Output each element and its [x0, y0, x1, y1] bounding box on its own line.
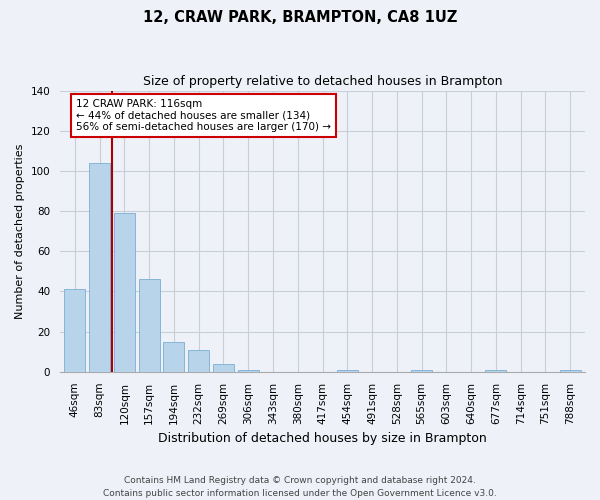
Bar — [188, 350, 209, 372]
Bar — [238, 370, 259, 372]
Bar — [337, 370, 358, 372]
X-axis label: Distribution of detached houses by size in Brampton: Distribution of detached houses by size … — [158, 432, 487, 445]
Bar — [560, 370, 581, 372]
Y-axis label: Number of detached properties: Number of detached properties — [15, 144, 25, 319]
Bar — [139, 280, 160, 372]
Bar — [485, 370, 506, 372]
Title: Size of property relative to detached houses in Brampton: Size of property relative to detached ho… — [143, 75, 502, 88]
Bar — [89, 163, 110, 372]
Text: 12 CRAW PARK: 116sqm
← 44% of detached houses are smaller (134)
56% of semi-deta: 12 CRAW PARK: 116sqm ← 44% of detached h… — [76, 99, 331, 132]
Text: 12, CRAW PARK, BRAMPTON, CA8 1UZ: 12, CRAW PARK, BRAMPTON, CA8 1UZ — [143, 10, 457, 25]
Bar — [64, 290, 85, 372]
Bar — [213, 364, 234, 372]
Text: Contains HM Land Registry data © Crown copyright and database right 2024.
Contai: Contains HM Land Registry data © Crown c… — [103, 476, 497, 498]
Bar — [163, 342, 184, 372]
Bar — [114, 213, 135, 372]
Bar — [411, 370, 432, 372]
